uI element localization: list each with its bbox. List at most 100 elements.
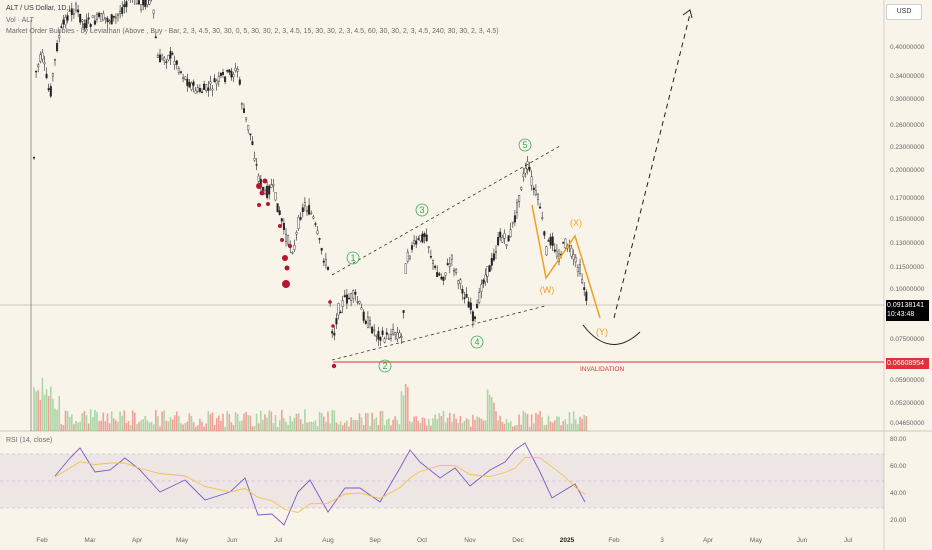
candle-body	[392, 329, 395, 335]
candle-body	[471, 311, 474, 322]
rsi-indicator-label[interactable]: RSI (14, close)	[6, 437, 53, 444]
volume-bar	[327, 411, 329, 431]
volume-bar	[262, 419, 264, 431]
candle-body	[348, 297, 351, 300]
volume-bar	[213, 425, 216, 431]
volume-bar	[35, 391, 37, 431]
candle-body	[476, 303, 479, 309]
volume-bar	[236, 413, 239, 431]
volume-bar	[344, 422, 346, 431]
volume-bar	[304, 409, 306, 431]
volume-bar	[207, 411, 210, 431]
volume-bar	[377, 424, 380, 431]
volume-bar	[203, 426, 205, 431]
candle-body	[522, 173, 525, 178]
candle-body	[440, 276, 443, 280]
volume-bar	[52, 398, 54, 431]
candle-body	[274, 192, 277, 201]
volume-bar	[488, 394, 491, 431]
volume-bar	[71, 414, 73, 431]
candle-body	[532, 187, 535, 190]
volume-bar	[64, 410, 67, 431]
symbol-title[interactable]: ALT / US Dollar, 1D,	[6, 5, 69, 12]
candle-body	[203, 83, 206, 91]
volume-bar	[287, 424, 289, 431]
volume-bar	[270, 411, 273, 431]
order-bubble	[284, 265, 290, 271]
last-price-tag: 0.09138141 10:43:48	[886, 300, 929, 321]
volume-bar	[100, 420, 102, 431]
volume-bar	[379, 411, 382, 431]
volume-bar	[98, 420, 100, 431]
volume-bar	[350, 417, 352, 431]
candle-body	[35, 70, 38, 73]
volume-bar	[197, 425, 199, 431]
order-bubble	[256, 183, 262, 189]
rsi-pane	[0, 442, 884, 526]
volume-bar	[541, 417, 543, 431]
volume-bar	[337, 424, 340, 431]
volume-indicator-label[interactable]: Vol · ALT	[6, 17, 34, 24]
candle-body	[545, 246, 548, 256]
price-tick-label: 0.40000000	[890, 44, 925, 51]
candle-body	[354, 291, 357, 295]
price-tick-label: 0.07500000	[890, 336, 925, 343]
volume-bar	[125, 422, 128, 431]
candle-body	[152, 9, 155, 14]
volume-bar	[295, 413, 298, 431]
volume-bar	[121, 415, 123, 431]
price-tick-label: 0.10000000	[890, 286, 925, 293]
candle-body	[108, 20, 111, 23]
candle-body	[314, 223, 317, 225]
volume-bar	[421, 417, 424, 431]
time-tick-label: Nov	[464, 537, 476, 544]
candle-body	[272, 184, 275, 187]
volume-bar	[581, 418, 583, 431]
candle-body	[400, 336, 403, 338]
volume-bar	[432, 418, 434, 431]
candle-body	[434, 265, 437, 268]
order-bubbles	[256, 178, 337, 369]
volume-bar	[106, 413, 109, 431]
time-tick-label: Oct	[416, 537, 428, 544]
candle-body	[360, 307, 363, 310]
candle-body	[68, 10, 71, 12]
candle-body	[219, 72, 222, 77]
candle-body	[436, 271, 439, 278]
candle-body	[249, 133, 252, 136]
candle-body	[432, 259, 435, 264]
bubbles-indicator-label[interactable]: Market Order Bubbles - by Leviathan (Abo…	[6, 28, 499, 35]
channel-lower	[331, 305, 546, 361]
volume-histogram	[33, 378, 588, 431]
volume-bar	[96, 411, 98, 431]
volume-bar	[119, 411, 121, 431]
volume-bar	[497, 420, 499, 431]
currency-button[interactable]: USD	[886, 4, 922, 20]
volume-bar	[434, 414, 436, 431]
time-tick-label: Jun	[796, 537, 808, 544]
candle-body	[280, 218, 283, 222]
candle-body	[74, 3, 77, 11]
candle-body	[364, 320, 367, 324]
candle-body	[236, 69, 239, 72]
volume-bar	[266, 417, 268, 431]
volume-bar	[308, 422, 310, 431]
volume-bar	[409, 421, 411, 431]
volume-bar	[484, 420, 487, 431]
price-tick-label: 0.34000000	[890, 73, 925, 80]
candle-body	[539, 206, 542, 209]
time-tick-label: 3	[660, 537, 664, 544]
candle-body	[41, 52, 44, 60]
candle-body	[455, 269, 458, 273]
volume-bar	[524, 412, 527, 431]
volume-bar	[289, 416, 291, 431]
volume-bar	[482, 420, 485, 431]
candle-body	[215, 80, 218, 85]
candle-body	[497, 236, 500, 246]
volume-bar	[323, 416, 325, 431]
volume-bar	[285, 421, 287, 431]
candle-body	[287, 235, 290, 245]
volume-bar	[163, 410, 165, 431]
volume-bar	[451, 421, 453, 431]
